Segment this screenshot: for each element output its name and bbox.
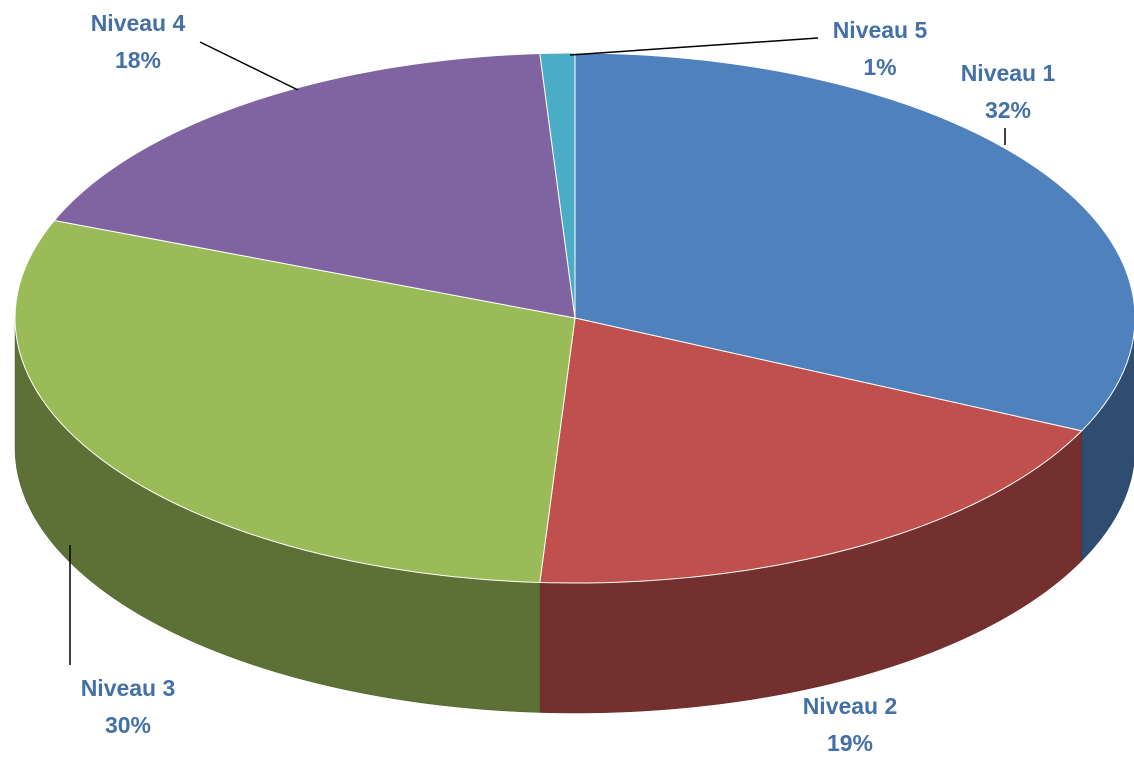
slice (539, 52, 576, 319)
leader-line (199, 41, 299, 91)
slice (539, 317, 1083, 584)
value-label: 19% (827, 730, 873, 756)
value-label: 1% (863, 54, 896, 80)
slice (574, 52, 1134, 432)
slice-label: Niveau 3 (81, 675, 176, 701)
value-label: 32% (985, 97, 1031, 123)
slice-label: Niveau 4 (91, 10, 186, 36)
leader-line (569, 37, 819, 56)
value-label: 30% (105, 712, 151, 738)
slice (53, 53, 576, 319)
value-label: 18% (115, 47, 161, 73)
slice-label: Niveau 5 (833, 17, 928, 43)
slice (14, 219, 576, 583)
slice-label: Niveau 2 (803, 693, 898, 719)
slice-label: Niveau 1 (961, 60, 1056, 86)
